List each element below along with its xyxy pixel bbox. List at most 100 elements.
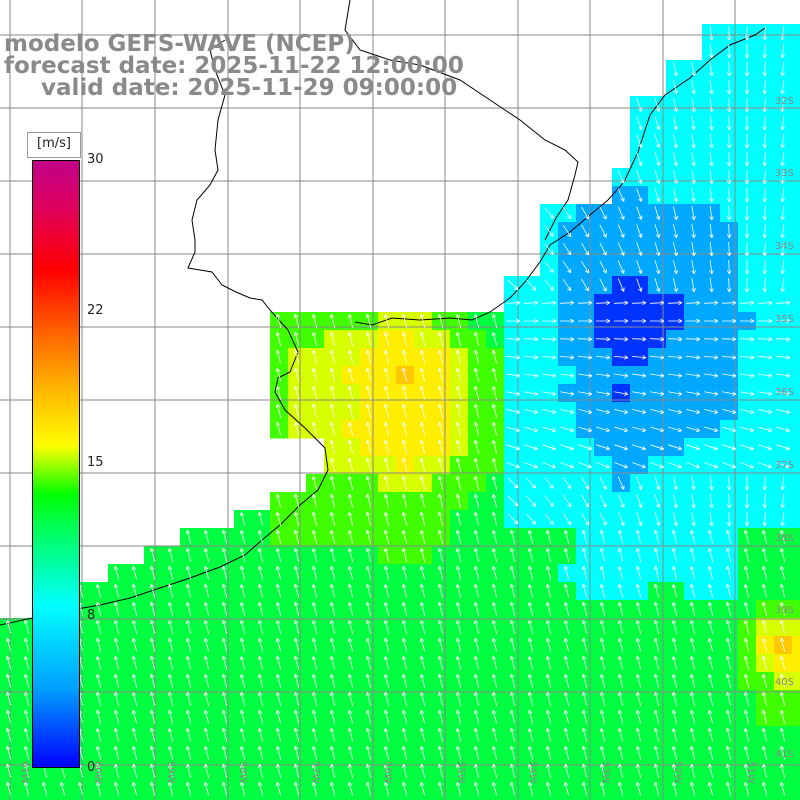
wind-arrow (419, 511, 426, 526)
wind-arrow (257, 601, 264, 616)
wind-arrow (185, 565, 192, 580)
wind-arrow (762, 511, 768, 527)
wind-arrow (455, 745, 462, 760)
wind-arrow (614, 373, 629, 378)
wind-arrow (509, 691, 516, 706)
wind-arrow (779, 691, 786, 706)
wind-arrow (707, 763, 714, 778)
wind-arrow (668, 426, 683, 433)
wind-arrow (473, 475, 480, 490)
wind-arrow (635, 583, 642, 598)
wind-arrow (636, 152, 643, 166)
wind-arrow (761, 655, 768, 670)
wind-arrow (743, 673, 750, 688)
wind-arrow (257, 727, 264, 742)
wind-cell (630, 798, 649, 800)
wind-arrow (542, 409, 557, 415)
wind-cell (468, 798, 487, 800)
latitude-label: 34S (774, 241, 794, 252)
wind-arrow (473, 583, 480, 598)
wind-arrow (365, 529, 372, 544)
wind-arrow (617, 224, 625, 238)
wind-arrow (636, 170, 643, 184)
wind-arrow (707, 691, 714, 706)
valid-date: valid date: 2025-11-29 09:00:00 (41, 75, 458, 101)
wind-arrow (347, 601, 354, 616)
wind-arrow (311, 655, 318, 670)
wind-arrow (419, 691, 426, 706)
wind-arrow (578, 426, 593, 433)
wind-arrow (455, 547, 462, 562)
wind-arrow (709, 61, 714, 77)
wind-arrow (347, 349, 354, 364)
wind-arrow (527, 565, 534, 580)
wind-arrow (577, 318, 593, 324)
wind-arrow (437, 619, 444, 634)
wind-arrow (473, 403, 480, 418)
wind-arrow (779, 565, 786, 580)
wind-arrow (275, 763, 282, 778)
wind-arrow (455, 367, 462, 382)
wind-arrow (672, 152, 679, 167)
model-title: modelo GEFS-WAVE (NCEP) (4, 31, 355, 57)
wind-arrow (562, 278, 572, 292)
wind-arrow (722, 373, 737, 378)
wind-cell (792, 276, 800, 295)
wind-arrow (113, 745, 120, 760)
wind-arrow (131, 583, 138, 598)
wind-arrow (275, 511, 282, 526)
wind-arrow (455, 493, 462, 508)
wind-arrow (275, 637, 282, 652)
wind-arrow (95, 655, 102, 670)
wind-arrow (599, 745, 606, 760)
wind-cell (432, 798, 451, 800)
wind-arrow (311, 619, 318, 634)
wind-arrow (221, 727, 228, 742)
wind-arrow (743, 781, 750, 796)
wind-arrow (509, 763, 516, 778)
wind-arrow (365, 583, 372, 598)
wind-arrow (5, 673, 12, 688)
wind-arrow (636, 494, 643, 508)
wind-arrow (758, 409, 773, 415)
wind-arrow (383, 367, 390, 382)
wind-arrow (473, 331, 480, 346)
wind-arrow (689, 601, 696, 616)
wind-arrow (5, 655, 12, 670)
wind-arrow (347, 583, 354, 598)
wind-arrow (329, 727, 336, 742)
wind-arrow (545, 745, 552, 760)
wind-arrow (257, 709, 264, 724)
wind-arrow (581, 745, 588, 760)
wind-arrow (703, 300, 719, 306)
wind-arrow (545, 781, 552, 796)
wind-arrow (293, 745, 300, 760)
wind-arrow (671, 601, 678, 616)
wind-arrow (649, 336, 665, 342)
wind-arrow (365, 493, 372, 508)
wind-arrow (775, 300, 791, 306)
wind-cell (720, 798, 739, 800)
wind-arrow (689, 745, 696, 760)
wind-arrow (275, 673, 282, 688)
wind-arrow (185, 583, 192, 598)
wind-cell (216, 798, 235, 800)
wind-arrow (347, 565, 354, 580)
wind-arrow (636, 512, 643, 526)
wind-arrow (311, 313, 318, 328)
wind-arrow (779, 655, 786, 670)
wind-arrow (691, 206, 696, 221)
wind-arrow (167, 727, 174, 742)
latitude-label: 33S (774, 168, 794, 179)
wind-arrow (113, 727, 120, 742)
wind-arrow (762, 187, 768, 203)
wind-arrow (329, 313, 336, 328)
wind-arrow (5, 727, 12, 742)
wind-arrow (419, 529, 426, 544)
wind-arrow (509, 745, 516, 760)
wind-arrow (473, 547, 480, 562)
longitude-label: 53W (600, 761, 611, 784)
wind-arrow (545, 673, 552, 688)
wind-arrow (762, 241, 768, 257)
latitude-label: 38S (774, 533, 794, 544)
